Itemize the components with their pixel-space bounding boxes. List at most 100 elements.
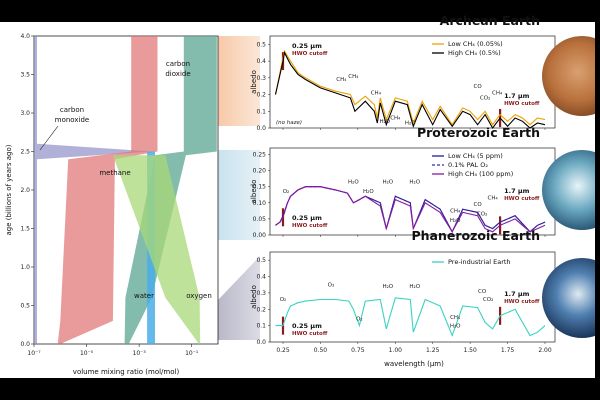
- left-ylabel: age (billions of years ago): [5, 144, 13, 235]
- label-oxygen: oxygen: [186, 292, 212, 300]
- feature-label: H₂O: [405, 121, 416, 127]
- feature-label: CH₄: [336, 77, 347, 83]
- xtick-label: 0.75: [351, 347, 365, 354]
- label-co-line2: monoxide: [55, 116, 89, 124]
- feature-label: CH₄: [492, 91, 503, 97]
- feature-label: H₂O: [363, 189, 374, 195]
- xtick-label: 1.25: [426, 347, 440, 354]
- left-ytick-label: 0.0: [20, 341, 30, 348]
- legend-label: 0.1% PAL O₂: [448, 161, 488, 169]
- panel-phanerozoic: Phanerozoic Earth albedo 0.0 0.1 0.2 0.3 0.4 0.…: [250, 228, 556, 368]
- ytick-label: 0.10: [253, 200, 267, 207]
- feature-label: CO₂: [480, 96, 490, 102]
- ytick-label: 0.20: [253, 168, 267, 175]
- ir-cutoff-text: HWO cutoff: [504, 101, 540, 107]
- legend-label: High CH₄ (0.5%): [448, 49, 501, 57]
- feature-label: H₂O: [382, 284, 393, 290]
- connector-proterozoic: [218, 150, 260, 240]
- uv-cutoff-value: 0.25 μm: [292, 42, 322, 50]
- feature-label: CO: [478, 289, 487, 295]
- ytick-label: 0.5: [256, 41, 266, 48]
- xtick-label: 2.00: [538, 347, 552, 354]
- label-co2-line2: dioxide: [165, 70, 190, 78]
- wavelength-label: wavelength (μm): [384, 360, 444, 368]
- ytick-label: 0.5: [256, 257, 266, 264]
- feature-label: CO₂: [477, 212, 487, 218]
- uv-cutoff-text: HWO cutoff: [292, 51, 328, 57]
- label-ch4: methane: [99, 169, 130, 177]
- feature-label: CH₄: [450, 315, 461, 321]
- composition-chart: 10⁻⁷ 10⁻⁵ 10⁻³ 10⁻¹ 0.0 0.5 1.0 1.5 2.0 2.5 3.0 3.5…: [5, 33, 219, 376]
- ytick-label: 0.00: [253, 232, 267, 239]
- left-ytick-label: 4.0: [20, 33, 30, 40]
- left-xlabel: volume mixing ratio (mol/mol): [73, 368, 180, 376]
- ytick-label: 0.4: [256, 274, 266, 281]
- legend-label: Low CH₄ (5 ppm): [448, 152, 503, 160]
- label-water: water: [134, 292, 154, 300]
- feature-label: CH₄: [488, 196, 499, 202]
- planet-proterozoic: [542, 150, 600, 230]
- left-ytick-label: 2.5: [20, 149, 30, 156]
- ir-cutoff-value: 1.7 μm: [504, 187, 530, 195]
- plot-frame: [269, 35, 556, 129]
- feature-label: H₂O: [382, 179, 393, 185]
- xtick-label: 1.00: [389, 347, 403, 354]
- feature-label: H₂O: [348, 179, 359, 185]
- ytick-label: 0.1: [256, 323, 266, 330]
- uv-cutoff-text: HWO cutoff: [292, 223, 328, 229]
- label-co2-line1: carbon: [166, 60, 190, 68]
- spectrum-line: [275, 297, 546, 338]
- left-xtick-label: 10⁻³: [133, 350, 147, 357]
- ytick-label: 0.0: [256, 125, 266, 132]
- uv-cutoff-text: HWO cutoff: [292, 331, 328, 337]
- feature-label: CO₂: [483, 297, 493, 303]
- panel-archean: Archean Earth albedo 0.0 0.1 0.2 0.3 0.4 0.5 CH₄…: [250, 13, 556, 132]
- feature-label: O₂: [280, 297, 287, 303]
- legend-label: Low CH₄ (0.05%): [448, 40, 503, 48]
- ytick-label: 0.3: [256, 75, 266, 82]
- feature-label: CH₄: [371, 91, 382, 97]
- feature-label: CH₄: [390, 116, 401, 122]
- feature-label: O₃: [328, 282, 335, 288]
- spectrum-line: [274, 49, 546, 126]
- band-oxygen: [112, 155, 201, 344]
- ytick-label: 0.2: [256, 92, 266, 99]
- feature-label: O₂: [283, 189, 290, 195]
- planet-archean: [542, 36, 600, 116]
- panel-title: Archean Earth: [440, 13, 540, 28]
- xtick-label: 0.25: [276, 347, 290, 354]
- legend-label: Pre-industrial Earth: [448, 258, 511, 266]
- band-methane: [57, 36, 158, 344]
- ytick-label: 0.15: [253, 184, 267, 191]
- left-xtick-label: 10⁻¹: [185, 350, 199, 357]
- feature-label: CO: [474, 84, 483, 90]
- no-haze-note: (no haze): [276, 120, 302, 126]
- left-xtick-label: 10⁻⁷: [27, 350, 41, 357]
- left-ytick-label: 2.0: [20, 187, 30, 194]
- label-co-pointer: [39, 125, 59, 151]
- albedo-label: albedo: [250, 285, 258, 309]
- xtick-label: 1.75: [501, 347, 515, 354]
- feature-label: CO: [474, 202, 483, 208]
- uv-cutoff-value: 0.25 μm: [292, 214, 322, 222]
- label-co-line1: carbon: [60, 106, 84, 114]
- feature-label: CH₄: [348, 74, 359, 80]
- panel-title: Phanerozoic Earth: [411, 228, 540, 243]
- left-ytick-label: 0.5: [20, 303, 30, 310]
- feature-label: H₂O: [450, 323, 461, 329]
- ytick-label: 0.2: [256, 306, 266, 313]
- left-ytick-label: 3.0: [20, 110, 30, 117]
- spectrum-line: [274, 50, 546, 130]
- feature-label: CH₄: [450, 208, 461, 214]
- ytick-label: 0.0: [256, 339, 266, 346]
- left-ytick-label: 1.0: [20, 264, 30, 271]
- left-xtick-label: 10⁻⁵: [80, 350, 94, 357]
- left-ytick-label: 1.5: [20, 226, 30, 233]
- ytick-label: 0.3: [256, 290, 266, 297]
- ytick-label: 0.1: [256, 108, 266, 115]
- connector-phanerozoic: [218, 256, 260, 340]
- albedo-label: albedo: [250, 180, 258, 204]
- legend-label: High CH₄ (100 ppm): [448, 170, 513, 178]
- ytick-label: 0.4: [256, 58, 266, 65]
